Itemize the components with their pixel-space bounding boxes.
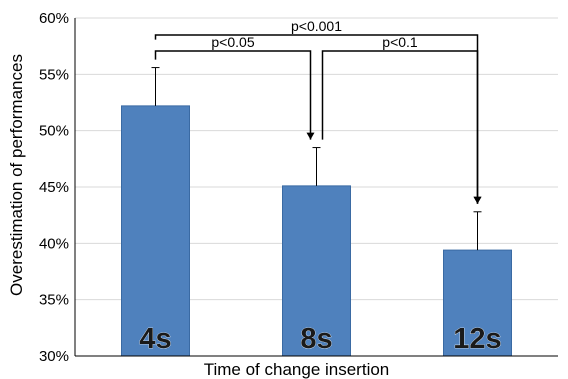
bar <box>443 249 512 357</box>
significance-label: p<0.05 <box>211 34 254 50</box>
significance-brackets: p<0.001 p<0.05 p<0.1 <box>154 18 482 204</box>
y-tick-label: 60% <box>39 10 69 27</box>
significance-bracket <box>321 50 479 204</box>
error-bars <box>151 67 482 251</box>
significance-label: p<0.1 <box>382 34 418 50</box>
bar-category-label: 4s <box>139 323 171 355</box>
y-axis-ticks: 30% 35% 40% 45% 50% 55% 60% <box>39 10 69 365</box>
y-tick-label: 50% <box>39 123 69 140</box>
y-tick-label: 30% <box>39 348 69 365</box>
y-tick-label: 45% <box>39 179 69 196</box>
bar-category-label: 12s <box>453 323 501 355</box>
x-axis-title: Time of change insertion <box>204 360 390 379</box>
bar-category-labels: 4s 8s 12s <box>139 323 502 356</box>
bar-category-label: 8s <box>300 323 332 355</box>
y-tick-label: 55% <box>39 66 69 83</box>
y-tick-label: 40% <box>39 235 69 252</box>
y-axis-title: Overestimation of performances <box>7 54 26 296</box>
bar <box>121 105 190 357</box>
significance-arrowhead <box>473 196 482 204</box>
significance-arrowhead <box>306 132 315 140</box>
y-tick-label: 35% <box>39 292 69 309</box>
significance-label: p<0.001 <box>291 18 342 34</box>
significance-bracket <box>154 50 312 140</box>
bars <box>121 105 512 357</box>
